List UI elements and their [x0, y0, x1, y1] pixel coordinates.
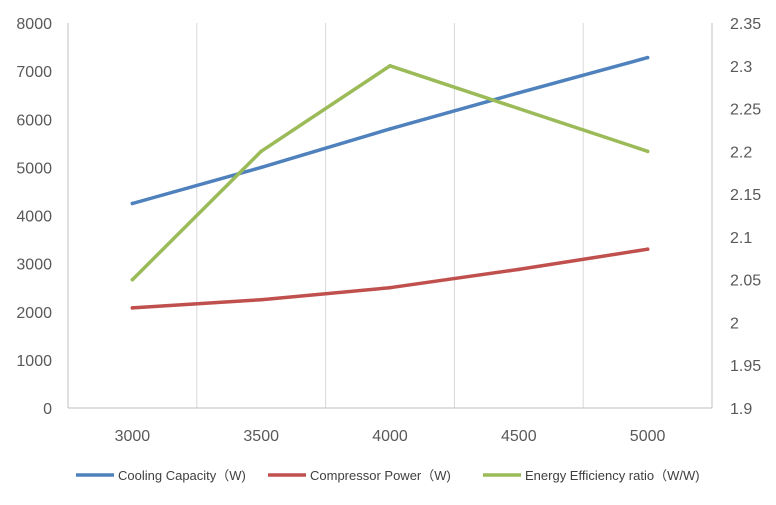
data-point [517, 90, 521, 95]
data-point [130, 201, 135, 206]
left-tick-label: 2000 [16, 305, 52, 322]
gridlines [67, 23, 713, 408]
right-tick-label: 2 [730, 315, 739, 332]
x-tick-label: 4000 [372, 428, 408, 445]
left-tick-label: 6000 [16, 112, 52, 129]
left-tick-label: 7000 [16, 64, 52, 81]
data-point [517, 267, 521, 272]
x-tick-label: 5000 [630, 428, 666, 445]
data-point [388, 127, 392, 131]
left-tick-label: 8000 [16, 16, 52, 33]
data-point [259, 165, 264, 170]
data-point [130, 306, 135, 310]
data-point [388, 63, 392, 68]
legend-label: Compressor Power（W) [310, 468, 451, 483]
x-tick-label: 3500 [243, 428, 279, 445]
right-tick-label: 2.2 [730, 144, 752, 161]
right-tick-label: 2.25 [730, 102, 761, 119]
left-tick-label: 0 [43, 401, 52, 418]
series-line [130, 64, 650, 282]
legend-label: Cooling Capacity（W) [118, 468, 246, 483]
left-tick-label: 1000 [16, 353, 52, 370]
legend: Cooling Capacity（W) Compressor Power（W) En… [76, 468, 700, 483]
x-tick-label: 4500 [501, 428, 537, 445]
left-tick-label: 3000 [16, 257, 52, 274]
right-tick-label: 1.95 [730, 358, 761, 375]
right-tick-label: 2.35 [730, 16, 761, 33]
x-tick-label: 3000 [115, 428, 151, 445]
data-point [645, 149, 650, 154]
axes [67, 23, 713, 409]
data-point [645, 247, 650, 251]
data-point [259, 297, 264, 302]
right-tick-label: 2.05 [730, 273, 761, 290]
right-tick-label: 2.1 [730, 230, 752, 247]
series-line [130, 247, 650, 310]
data-point [259, 149, 264, 154]
right-tick-label: 2.15 [730, 187, 761, 204]
left-tick-label: 5000 [16, 160, 52, 177]
data-point [645, 55, 650, 60]
right-tick-label: 1.9 [730, 401, 752, 418]
left-axis-ticks: 0 1000 2000 3000 4000 5000 6000 7000 8000 [16, 16, 52, 418]
x-axis-ticks: 3000 3500 4000 4500 5000 [115, 428, 666, 445]
legend-label: Energy Efficiency ratio（W/W) [525, 468, 700, 483]
series-lines [130, 55, 650, 310]
left-tick-label: 4000 [16, 209, 52, 226]
data-point [388, 285, 392, 290]
right-tick-label: 2.3 [730, 59, 752, 76]
right-axis-ticks: 1.9 1.95 2 2.05 2.1 2.15 2.2 2.25 2.3 2.35 [730, 16, 761, 418]
data-point [517, 106, 521, 111]
data-point [130, 277, 135, 282]
